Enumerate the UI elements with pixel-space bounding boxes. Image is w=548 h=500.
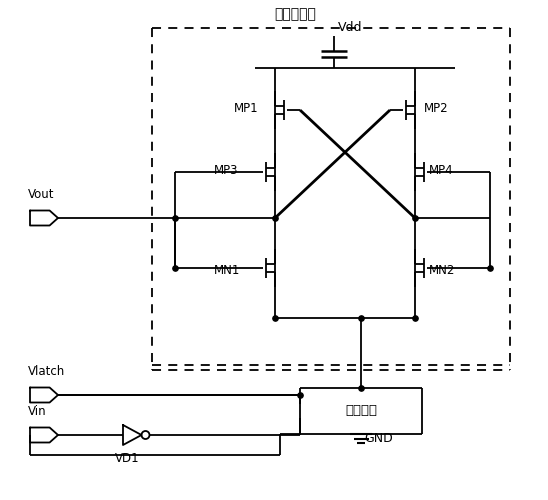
Text: Vdd: Vdd [338,21,362,34]
Text: 锁存模块: 锁存模块 [345,404,377,417]
Text: Vlatch: Vlatch [28,365,65,378]
Text: 电平转换器: 电平转换器 [274,7,316,21]
Text: MP1: MP1 [234,102,259,116]
Text: MP4: MP4 [429,164,454,177]
Text: MP2: MP2 [424,102,449,116]
Text: Vin: Vin [28,405,47,418]
Text: MP3: MP3 [214,164,238,177]
Text: VD1: VD1 [115,452,139,465]
Text: GND: GND [364,432,393,446]
Text: MN2: MN2 [429,264,455,276]
Text: Vout: Vout [28,188,54,201]
Text: MN1: MN1 [214,264,241,276]
